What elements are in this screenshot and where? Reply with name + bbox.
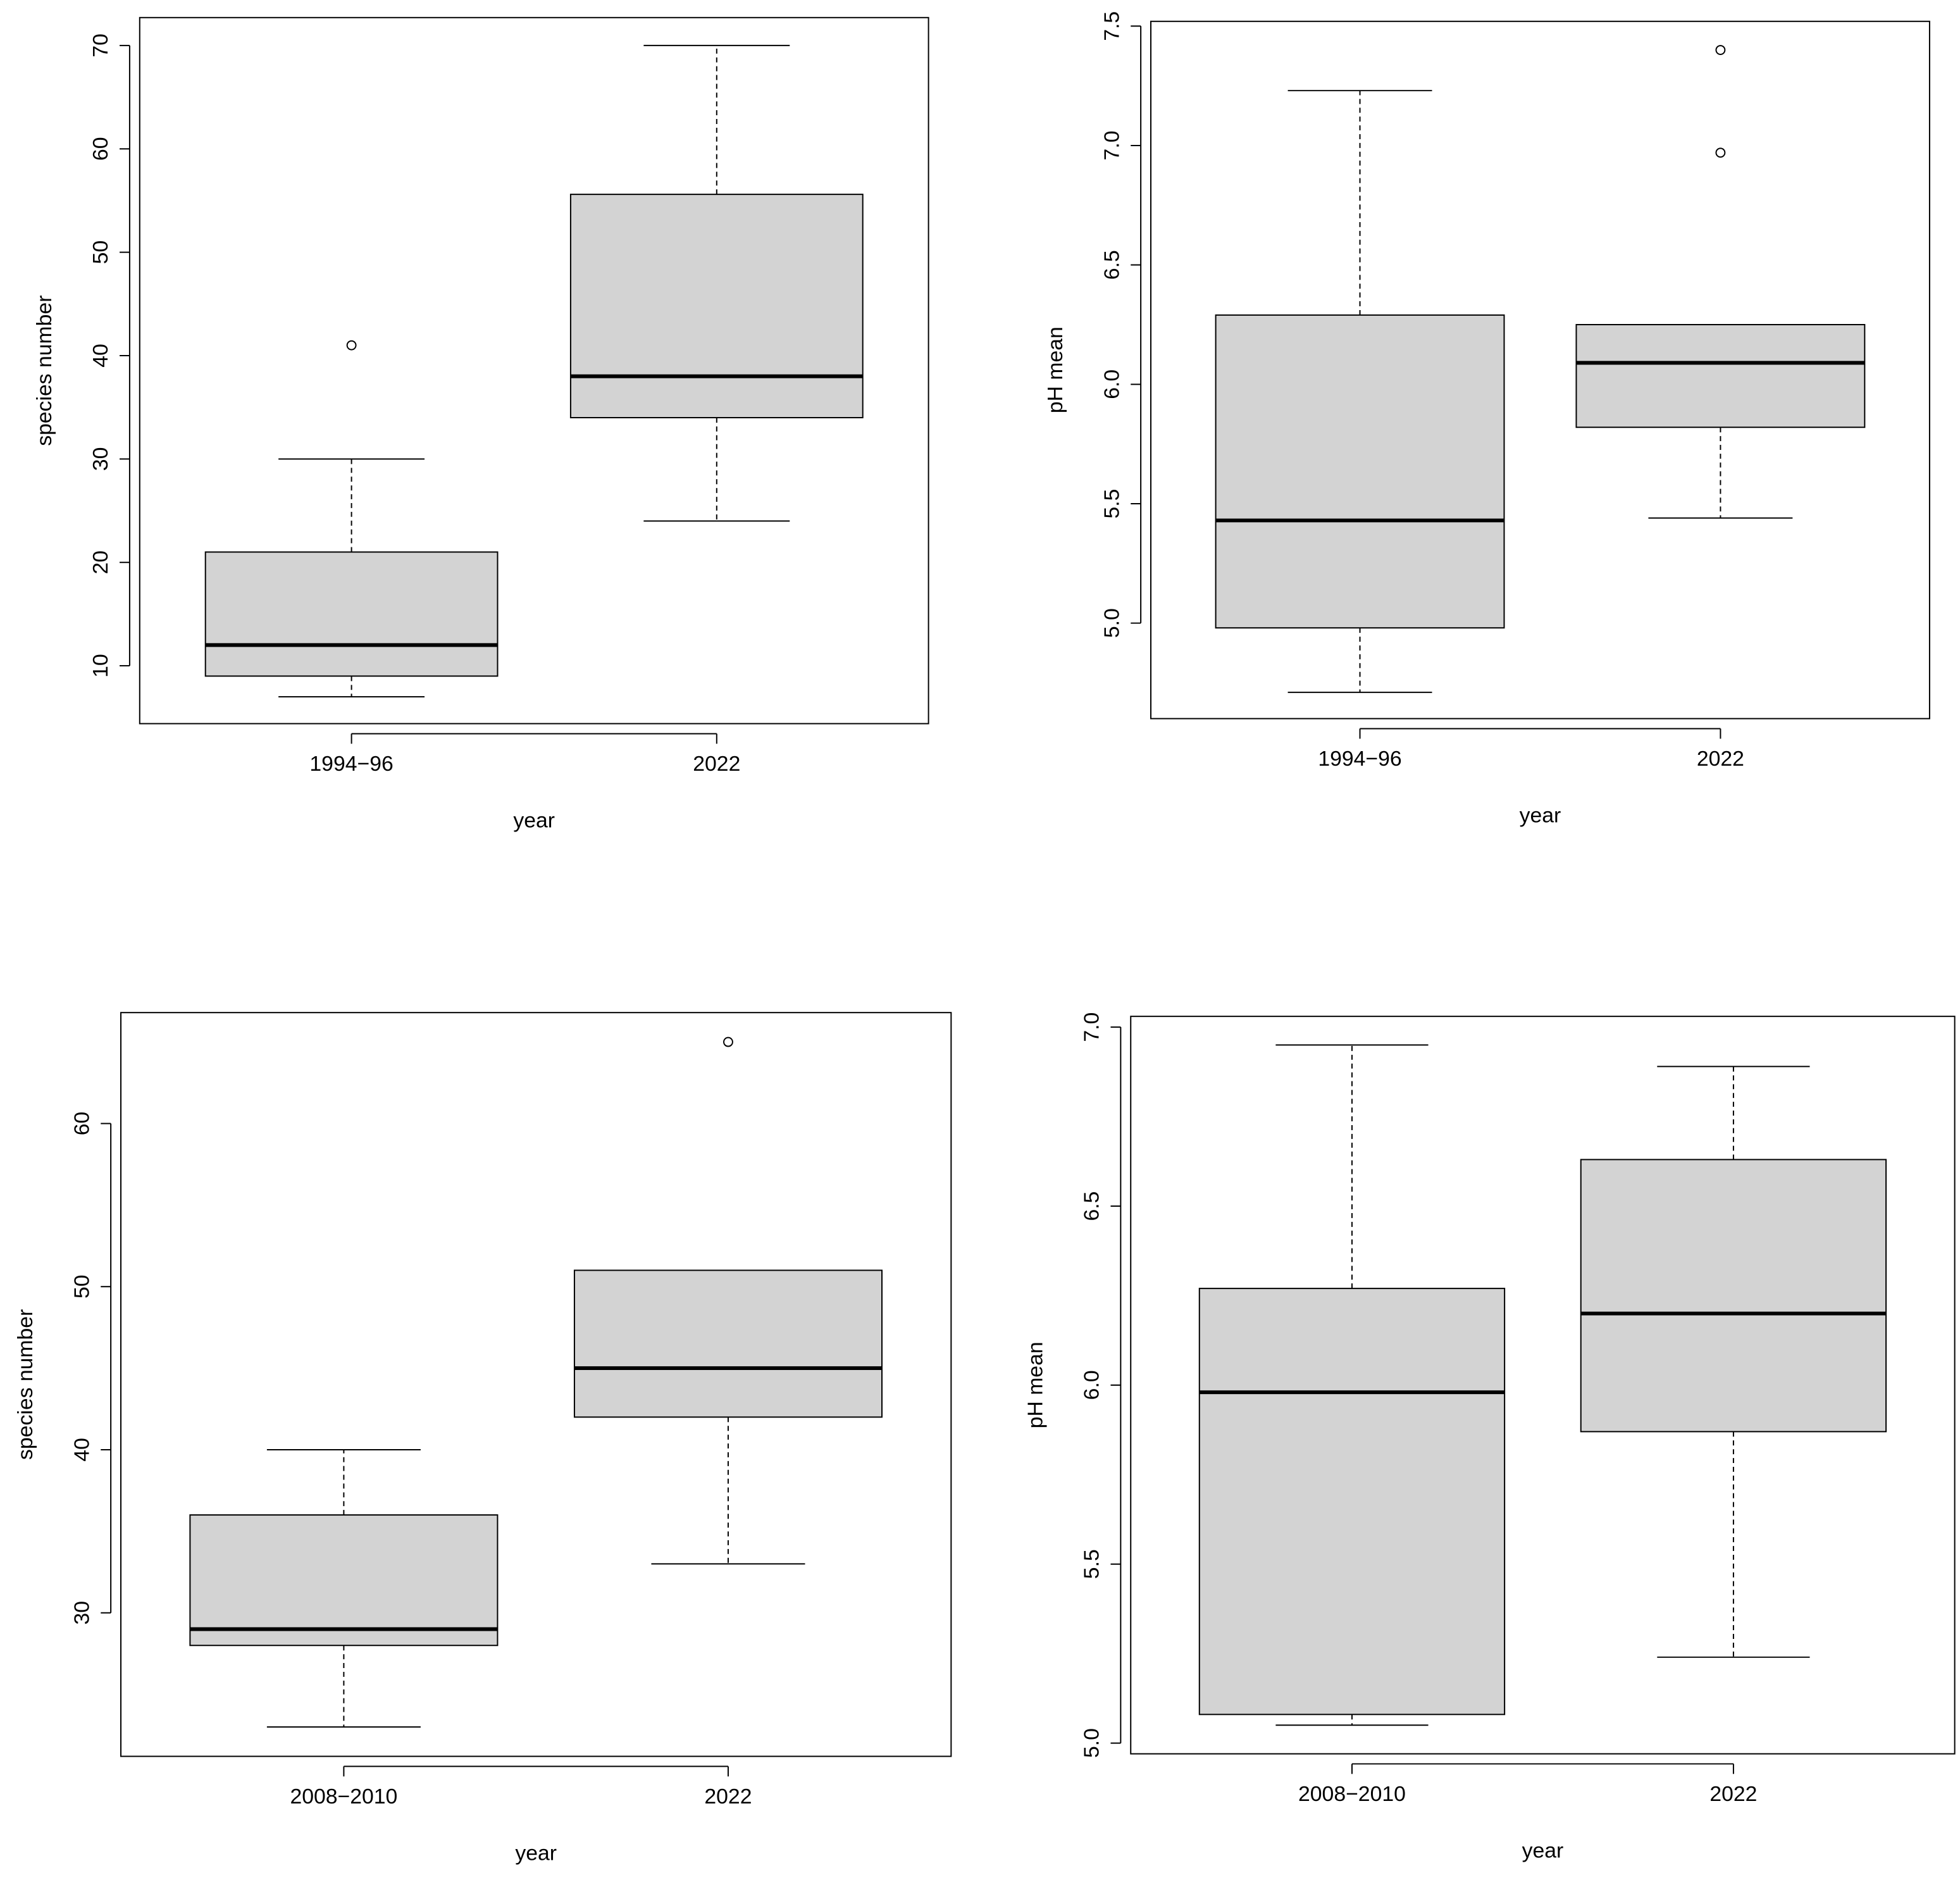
x-tick-label: 2022 — [704, 1784, 752, 1809]
box — [573, 1269, 883, 1418]
panel: 5.0 5.5 6.0 6.5 7.0 7.5 pH mean 1994−96 2022 year — [1043, 11, 1930, 827]
y-tick-label: 70 — [89, 34, 113, 58]
x-axis-title: year — [515, 1841, 557, 1865]
x-axis-title: year — [513, 808, 555, 832]
x-tick-label: 2022 — [1697, 747, 1744, 771]
box — [189, 1514, 499, 1647]
y-tick-label: 10 — [89, 654, 113, 678]
panel: 10 20 30 40 50 60 70 species number 1994−96 2022 y… — [32, 16, 929, 832]
y-tick-label: 5.5 — [1080, 1549, 1104, 1579]
x-tick-label: 2022 — [1709, 1782, 1757, 1806]
y-tick-label: 6.0 — [1100, 370, 1124, 399]
box — [1575, 323, 1866, 428]
box — [1198, 1288, 1506, 1716]
y-tick-label: 7.0 — [1080, 1012, 1104, 1042]
y-tick-label: 6.5 — [1100, 250, 1124, 280]
y-tick-label: 30 — [89, 447, 113, 471]
outlier — [1715, 147, 1726, 158]
y-tick-label: 40 — [70, 1438, 94, 1462]
box — [1215, 314, 1505, 629]
y-tick-label: 30 — [70, 1601, 94, 1625]
y-tick-label: 60 — [70, 1112, 94, 1136]
x-axis-title: year — [1520, 803, 1561, 827]
x-tick-label: 1994−96 — [1318, 747, 1401, 771]
y-tick-label: 60 — [89, 137, 113, 161]
y-tick-label: 6.0 — [1080, 1370, 1104, 1400]
panel: 5.0 5.5 6.0 6.5 7.0 pH mean 2008−2010 2022 year — [1023, 1012, 1956, 1862]
box — [204, 551, 499, 677]
panel: 30 40 50 60 species number 2008−2010 2022 year — [13, 1012, 952, 1865]
y-tick-label: 5.0 — [1100, 608, 1124, 638]
y-axis-title: species number — [32, 296, 56, 446]
y-tick-label: 6.5 — [1080, 1192, 1104, 1221]
x-tick-label: 2008−2010 — [290, 1784, 397, 1809]
x-tick-label: 2008−2010 — [1298, 1782, 1406, 1806]
y-tick-label: 5.5 — [1100, 489, 1124, 519]
outlier — [723, 1037, 733, 1047]
outlier — [1715, 45, 1726, 55]
y-tick-label: 20 — [89, 551, 113, 575]
y-axis-title: species number — [13, 1309, 37, 1460]
plot-frame — [139, 16, 929, 725]
x-tick-label: 1994−96 — [309, 752, 393, 776]
x-tick-label: 2022 — [693, 752, 740, 776]
y-tick-label: 40 — [89, 344, 113, 368]
x-axis-title: year — [1522, 1838, 1564, 1862]
plot-frame — [1150, 20, 1930, 719]
y-tick-label: 7.5 — [1100, 11, 1124, 41]
y-tick-label: 5.0 — [1080, 1728, 1104, 1758]
plot-frame — [1130, 1016, 1956, 1755]
outlier — [346, 340, 357, 351]
y-axis-title: pH mean — [1023, 1342, 1047, 1428]
box — [569, 194, 864, 419]
y-tick-label: 50 — [70, 1274, 94, 1298]
y-tick-label: 50 — [89, 240, 113, 265]
y-tick-label: 7.0 — [1100, 131, 1124, 161]
y-axis-title: pH mean — [1043, 327, 1067, 413]
plot-frame — [120, 1012, 952, 1757]
box — [1580, 1159, 1887, 1433]
